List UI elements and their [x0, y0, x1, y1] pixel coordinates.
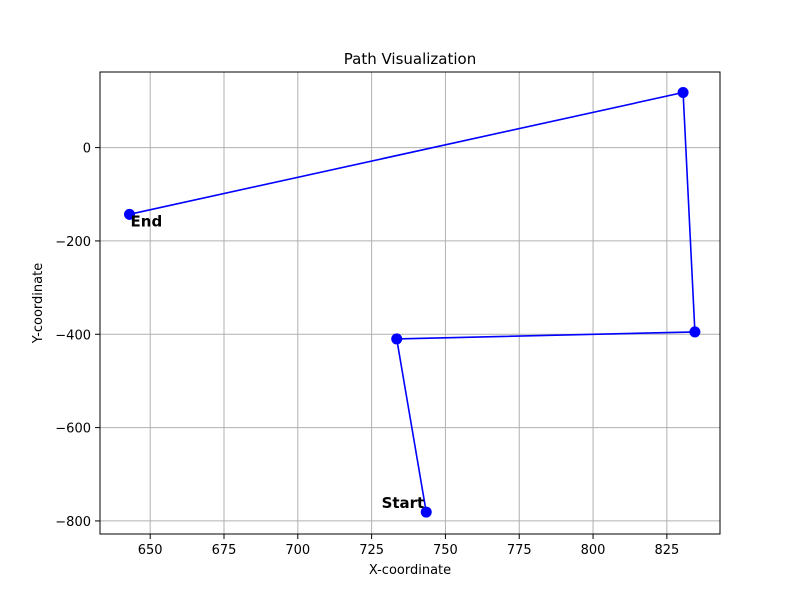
x-tick-label: 800 [581, 543, 606, 558]
path-point [420, 506, 432, 518]
y-axis-label: Y-coordinate [31, 263, 46, 344]
plot-data [124, 87, 701, 518]
y-tick-label: 0 [83, 142, 91, 157]
y-tick-label: −400 [55, 328, 91, 343]
chart-title: Path Visualization [344, 50, 476, 68]
y-tick-label: −600 [55, 422, 91, 437]
y-tick-label: −200 [55, 235, 91, 250]
annotation-end: End [131, 212, 163, 230]
annotation-start: Start [382, 494, 425, 512]
path-point [689, 326, 701, 338]
x-tick-label: 675 [212, 543, 237, 558]
y-tick-label: −800 [55, 515, 91, 530]
x-tick-label: 700 [285, 543, 310, 558]
x-tick-label: 775 [507, 543, 532, 558]
annotations: Start End [131, 212, 425, 512]
plot-frame [99, 71, 721, 535]
x-tick-label: 750 [433, 543, 458, 558]
x-tick-label: 650 [138, 543, 163, 558]
path-point [124, 208, 136, 220]
path-point [677, 87, 689, 99]
x-axis-label: X-coordinate [369, 563, 451, 578]
axis-ticks: 650 675 700 725 750 775 800 825 −800 −600 −400 −200… [55, 142, 679, 558]
x-tick-label: 825 [654, 543, 679, 558]
x-tick-label: 725 [359, 543, 384, 558]
path-point [391, 333, 403, 345]
